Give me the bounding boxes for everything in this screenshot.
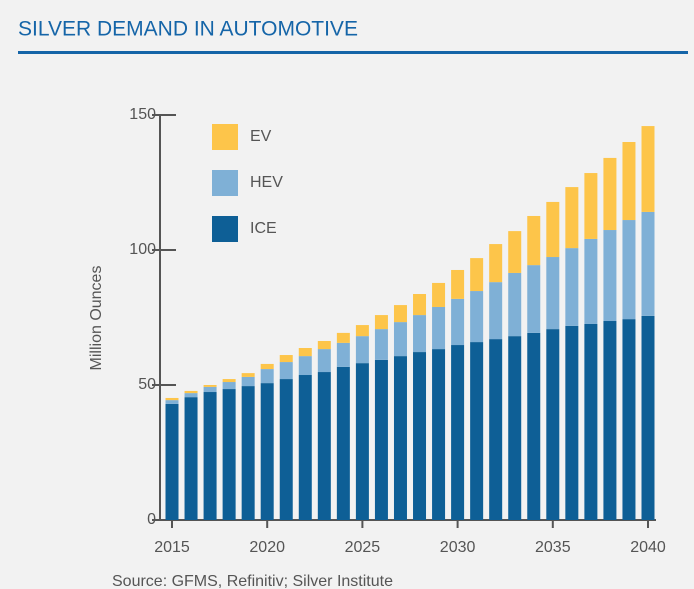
bar-segment [584,323,598,520]
bar-segment [355,363,369,520]
bar-segment [622,220,636,320]
title-rule [18,51,688,54]
bar-segment [203,385,217,387]
x-tick-label: 2030 [440,539,476,556]
bar-segment [260,383,274,520]
bar-segment [165,403,179,520]
bar-segment [317,340,331,350]
bar-segment [336,332,350,343]
bar-segment [241,376,255,387]
legend-label: HEV [250,174,283,191]
bar-segment [565,187,579,249]
bar-segment [279,379,293,520]
bar-segment [546,201,560,258]
bar-segment [527,265,541,333]
bar-segment [203,386,217,393]
bar-segment [203,392,217,520]
bar-segment [336,366,350,520]
bar-segment [393,356,407,520]
bar-segment [260,363,274,370]
bar-segment [222,379,236,383]
bar-segment [184,393,198,398]
bar-segment [241,373,255,377]
bar-segment [393,322,407,357]
bar-segment [470,291,484,343]
bar-segment [603,157,617,231]
x-tick-label: 2035 [535,539,571,556]
bar-segment [413,315,427,353]
bar-segment [317,372,331,520]
legend-swatch [212,124,238,150]
bar-segment [413,352,427,520]
bar-segment [393,305,407,323]
bar-segment [641,315,655,520]
bar-segment [165,400,179,404]
bar-segment [489,282,503,340]
bar-segment [374,359,388,520]
bar-segment [508,336,522,520]
y-tick-label: 100 [129,241,156,258]
bar-segment [374,315,388,330]
legend-label: ICE [250,220,277,237]
y-axis-label: Million Ounces [88,266,105,371]
bar-segment [565,325,579,520]
bar-segment [546,257,560,330]
bar-segment [222,382,236,390]
bar-segment [184,390,198,394]
y-tick-label: 50 [138,376,156,393]
bar-segment [298,375,312,520]
bar-segment [355,336,369,364]
bar-segment [336,342,350,367]
bar-segment [584,173,598,239]
y-tick-label: 150 [129,106,156,123]
bar-segment [279,362,293,380]
bar-segment [622,142,636,221]
legend-swatch [212,170,238,196]
chart-title: SILVER DEMAND IN AUTOMOTIVE [18,18,358,41]
bar-segment [165,397,179,401]
bar-segment [470,258,484,292]
bar-segment [279,355,293,363]
bar-segment [641,126,655,212]
bar-segment [432,306,446,350]
bar-segment [527,332,541,520]
bar-segment [298,348,312,357]
bar-segment [432,282,446,307]
bar-segment [489,339,503,520]
source-note: Source: GFMS, Refinitiv; Silver Institut… [112,573,393,589]
bar-segment [317,349,331,373]
legend-swatch [212,216,238,242]
legend-label: EV [250,128,272,145]
bar-segment [527,215,541,266]
bar-segment [451,269,465,299]
bar-segment [470,342,484,520]
bar-segment [432,349,446,520]
bar-segment [603,230,617,322]
x-tick-label: 2025 [345,539,381,556]
bar-segment [546,329,560,520]
bar-segment [355,325,369,337]
bar-segment [451,298,465,346]
bar-segment [622,319,636,520]
bar-segment [603,321,617,520]
bar-segment [508,231,522,273]
bar-segment [298,356,312,376]
x-tick-label: 2020 [249,539,285,556]
bar-segment [184,397,198,520]
bar-segment [584,238,598,324]
bar-segment [241,386,255,520]
y-tick-label: 0 [147,511,156,528]
bar-segment [565,248,579,326]
bar-segment [451,345,465,520]
bar-segment [489,244,503,283]
x-tick-label: 2015 [154,539,190,556]
bar-segment [413,294,427,316]
bar-segment [508,272,522,337]
bar-segment [641,211,655,316]
x-tick-label: 2040 [630,539,666,556]
bar-segment [260,369,274,384]
bar-segment [374,329,388,360]
bar-segment [222,389,236,520]
